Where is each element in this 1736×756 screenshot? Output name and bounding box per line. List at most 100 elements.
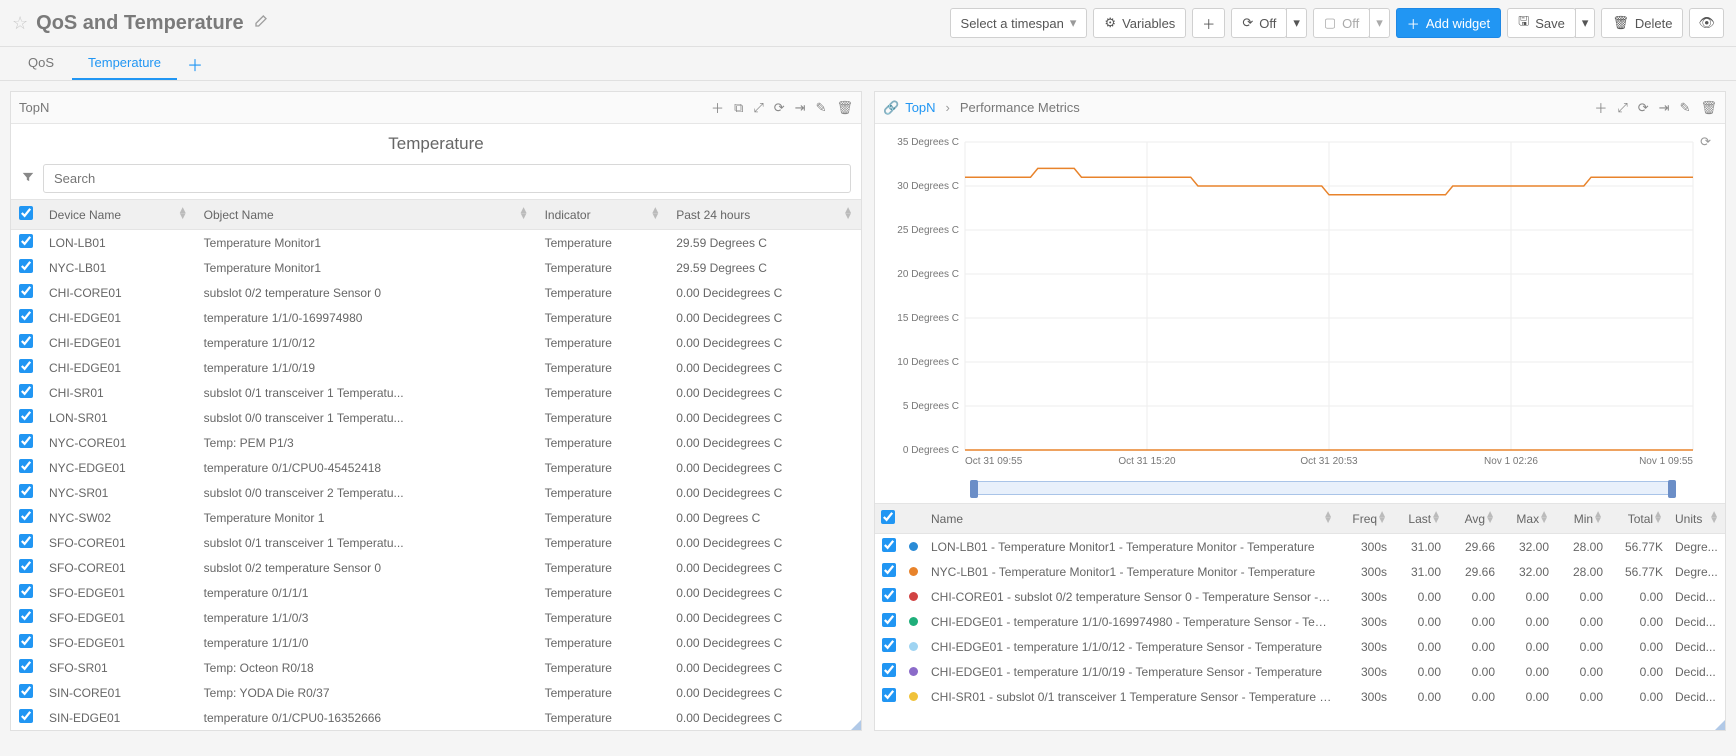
row-checkbox[interactable] — [19, 384, 33, 398]
legend-row[interactable]: CHI-EDGE01 - temperature 1/1/0/19 - Temp… — [875, 659, 1725, 684]
table-row[interactable]: LON-LB01Temperature Monitor1Temperature2… — [11, 230, 861, 256]
table-row[interactable]: CHI-EDGE01temperature 1/1/0-169974980Tem… — [11, 305, 861, 330]
row-checkbox[interactable] — [19, 409, 33, 423]
panel-export-icon[interactable]: ⇥ — [795, 100, 806, 116]
table-row[interactable]: SIN-EDGE01temperature 0/1/CPU0-16352666T… — [11, 705, 861, 730]
table-row[interactable]: NYC-LB01Temperature Monitor1Temperature2… — [11, 255, 861, 280]
panel2-expand-icon[interactable]: ⤢ — [1617, 100, 1627, 116]
legend-col-last[interactable]: Last▲▼ — [1393, 504, 1447, 534]
table-row[interactable]: NYC-SR01subslot 0/0 transceiver 2 Temper… — [11, 480, 861, 505]
col-device[interactable]: Device Name▲▼ — [41, 200, 196, 230]
table-row[interactable]: SFO-EDGE01temperature 1/1/0/3Temperature… — [11, 605, 861, 630]
table-row[interactable]: SFO-SR01Temp: Octeon R0/18Temperature0.0… — [11, 655, 861, 680]
row-checkbox[interactable] — [19, 284, 33, 298]
tab-temperature[interactable]: Temperature — [72, 47, 177, 80]
legend-col-name[interactable]: Name▲▼ — [925, 504, 1339, 534]
table-row[interactable]: LON-SR01subslot 0/0 transceiver 1 Temper… — [11, 405, 861, 430]
legend-row-checkbox[interactable] — [882, 563, 896, 577]
table-row[interactable]: NYC-CORE01Temp: PEM P1/3Temperature0.00 … — [11, 430, 861, 455]
select-all-checkbox[interactable] — [19, 206, 33, 220]
table-row[interactable]: CHI-CORE01subslot 0/2 temperature Sensor… — [11, 280, 861, 305]
row-checkbox[interactable] — [19, 334, 33, 348]
table-row[interactable]: SFO-CORE01subslot 0/2 temperature Sensor… — [11, 555, 861, 580]
filter-icon[interactable] — [21, 170, 35, 187]
slider-handle-right[interactable] — [1668, 480, 1676, 498]
save-button[interactable]: 🖫Save — [1507, 8, 1576, 38]
row-checkbox[interactable] — [19, 684, 33, 698]
legend-row-checkbox[interactable] — [882, 688, 896, 702]
row-checkbox[interactable] — [19, 609, 33, 623]
legend-row-checkbox[interactable] — [882, 663, 896, 677]
panel2-add-icon[interactable]: ＋ — [1594, 98, 1607, 117]
col-object[interactable]: Object Name▲▼ — [196, 200, 537, 230]
legend-col-units[interactable]: Units▲▼ — [1669, 504, 1725, 534]
row-checkbox[interactable] — [19, 434, 33, 448]
table-row[interactable]: SIN-CORE01Temp: YODA Die R0/37Temperatur… — [11, 680, 861, 705]
panel-refresh-icon[interactable]: ⟳ — [774, 100, 785, 116]
link-icon[interactable]: 🔗 — [883, 100, 899, 116]
row-checkbox[interactable] — [19, 634, 33, 648]
table-row[interactable]: CHI-EDGE01temperature 1/1/0/12Temperatur… — [11, 330, 861, 355]
legend-row-checkbox[interactable] — [882, 538, 896, 552]
legend-row-checkbox[interactable] — [882, 613, 896, 627]
panel-expand-icon[interactable]: ⤢ — [753, 100, 763, 116]
table-row[interactable]: SFO-CORE01subslot 0/1 transceiver 1 Temp… — [11, 530, 861, 555]
legend-col-min[interactable]: Min▲▼ — [1555, 504, 1609, 534]
col-indicator[interactable]: Indicator▲▼ — [537, 200, 669, 230]
legend-col-freq[interactable]: Freq▲▼ — [1339, 504, 1393, 534]
panel-add-icon[interactable]: ＋ — [711, 98, 724, 117]
legend-row[interactable]: NYC-LB01 - Temperature Monitor1 - Temper… — [875, 559, 1725, 584]
table-row[interactable]: NYC-EDGE01temperature 0/1/CPU0-45452418T… — [11, 455, 861, 480]
row-checkbox[interactable] — [19, 309, 33, 323]
row-checkbox[interactable] — [19, 509, 33, 523]
row-checkbox[interactable] — [19, 659, 33, 673]
row-checkbox[interactable] — [19, 359, 33, 373]
row-checkbox[interactable] — [19, 584, 33, 598]
legend-row-checkbox[interactable] — [882, 588, 896, 602]
refresh-off-button[interactable]: ⟳Off — [1231, 8, 1287, 38]
table-row[interactable]: NYC-SW02Temperature Monitor 1Temperature… — [11, 505, 861, 530]
present-off-button[interactable]: ▢Off — [1313, 8, 1370, 38]
panel2-refresh-icon[interactable]: ⟳ — [1638, 100, 1649, 116]
legend-row[interactable]: CHI-EDGE01 - temperature 1/1/0/12 - Temp… — [875, 634, 1725, 659]
save-caret[interactable]: ▾ — [1575, 8, 1596, 38]
legend-row[interactable]: CHI-EDGE01 - temperature 1/1/0-169974980… — [875, 609, 1725, 634]
row-checkbox[interactable] — [19, 559, 33, 573]
panel-delete-icon[interactable]: 🗑 — [836, 100, 853, 116]
row-checkbox[interactable] — [19, 534, 33, 548]
legend-select-all[interactable] — [881, 510, 895, 524]
tab-qos[interactable]: QoS — [12, 47, 70, 80]
favorite-icon[interactable]: ☆ — [12, 13, 28, 34]
resize-handle[interactable] — [851, 720, 861, 730]
select-timespan-button[interactable]: Select a timespan ▾ — [950, 8, 1088, 38]
add-widget-button[interactable]: ＋Add widget — [1396, 8, 1501, 38]
row-checkbox[interactable] — [19, 234, 33, 248]
legend-row-checkbox[interactable] — [882, 638, 896, 652]
table-row[interactable]: SFO-EDGE01temperature 1/1/1/0Temperature… — [11, 630, 861, 655]
panel2-export-icon[interactable]: ⇥ — [1659, 100, 1670, 116]
row-checkbox[interactable] — [19, 484, 33, 498]
resize-handle[interactable] — [1715, 720, 1725, 730]
row-checkbox[interactable] — [19, 259, 33, 273]
row-checkbox[interactable] — [19, 459, 33, 473]
search-input[interactable] — [43, 164, 851, 193]
panel2-edit-icon[interactable]: ✎ — [1680, 100, 1691, 116]
variables-button[interactable]: ⚙Variables — [1093, 8, 1186, 38]
visibility-button[interactable]: 👁 — [1689, 8, 1724, 38]
table-row[interactable]: SFO-EDGE01temperature 0/1/1/1Temperature… — [11, 580, 861, 605]
legend-row[interactable]: LON-LB01 - Temperature Monitor1 - Temper… — [875, 534, 1725, 560]
row-checkbox[interactable] — [19, 709, 33, 723]
table-row[interactable]: CHI-SR01subslot 0/1 transceiver 1 Temper… — [11, 380, 861, 405]
add-button[interactable]: ＋ — [1192, 8, 1225, 38]
chart-refresh-icon[interactable]: ⟳ — [1700, 134, 1711, 150]
edit-title-icon[interactable] — [252, 14, 268, 33]
legend-col-total[interactable]: Total▲▼ — [1609, 504, 1669, 534]
legend-row[interactable]: CHI-CORE01 - subslot 0/2 temperature Sen… — [875, 584, 1725, 609]
refresh-off-caret[interactable]: ▾ — [1286, 8, 1307, 38]
col-p24[interactable]: Past 24 hours▲▼ — [668, 200, 861, 230]
time-range-slider[interactable] — [973, 481, 1673, 495]
sort-icon[interactable]: ▲▼ — [178, 208, 188, 220]
breadcrumb-topn[interactable]: TopN — [905, 100, 935, 115]
tab-add-button[interactable]: ＋ — [179, 48, 211, 80]
legend-col-max[interactable]: Max▲▼ — [1501, 504, 1555, 534]
